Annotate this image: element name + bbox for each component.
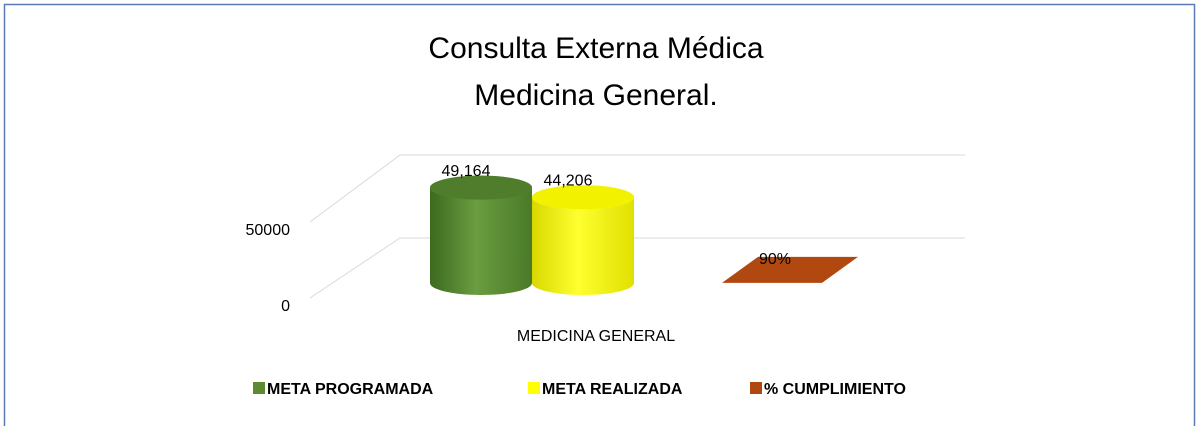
legend-label: META REALIZADA bbox=[542, 381, 683, 398]
bar bbox=[430, 175, 532, 295]
legend-swatch bbox=[750, 382, 762, 394]
bar bbox=[532, 185, 634, 295]
legend-label: % CUMPLIMIENTO bbox=[764, 381, 906, 398]
chart-title: Consulta Externa Médica bbox=[428, 32, 763, 65]
x-tick-label: MEDICINA GENERAL bbox=[517, 328, 675, 345]
legend-swatch bbox=[528, 382, 540, 394]
grid-line bbox=[309, 154, 965, 223]
legend-label: META PROGRAMADA bbox=[267, 381, 434, 398]
data-label: 44,206 bbox=[544, 172, 593, 189]
y-tick-label: 50000 bbox=[246, 222, 291, 239]
bar bbox=[722, 256, 858, 283]
legend-swatch bbox=[253, 382, 265, 394]
data-label: 90% bbox=[759, 251, 791, 268]
y-tick-label: 0 bbox=[281, 298, 290, 315]
data-label: 49,164 bbox=[442, 163, 491, 180]
grid-line bbox=[309, 237, 965, 299]
chart-title: Medicina General. bbox=[474, 79, 717, 112]
